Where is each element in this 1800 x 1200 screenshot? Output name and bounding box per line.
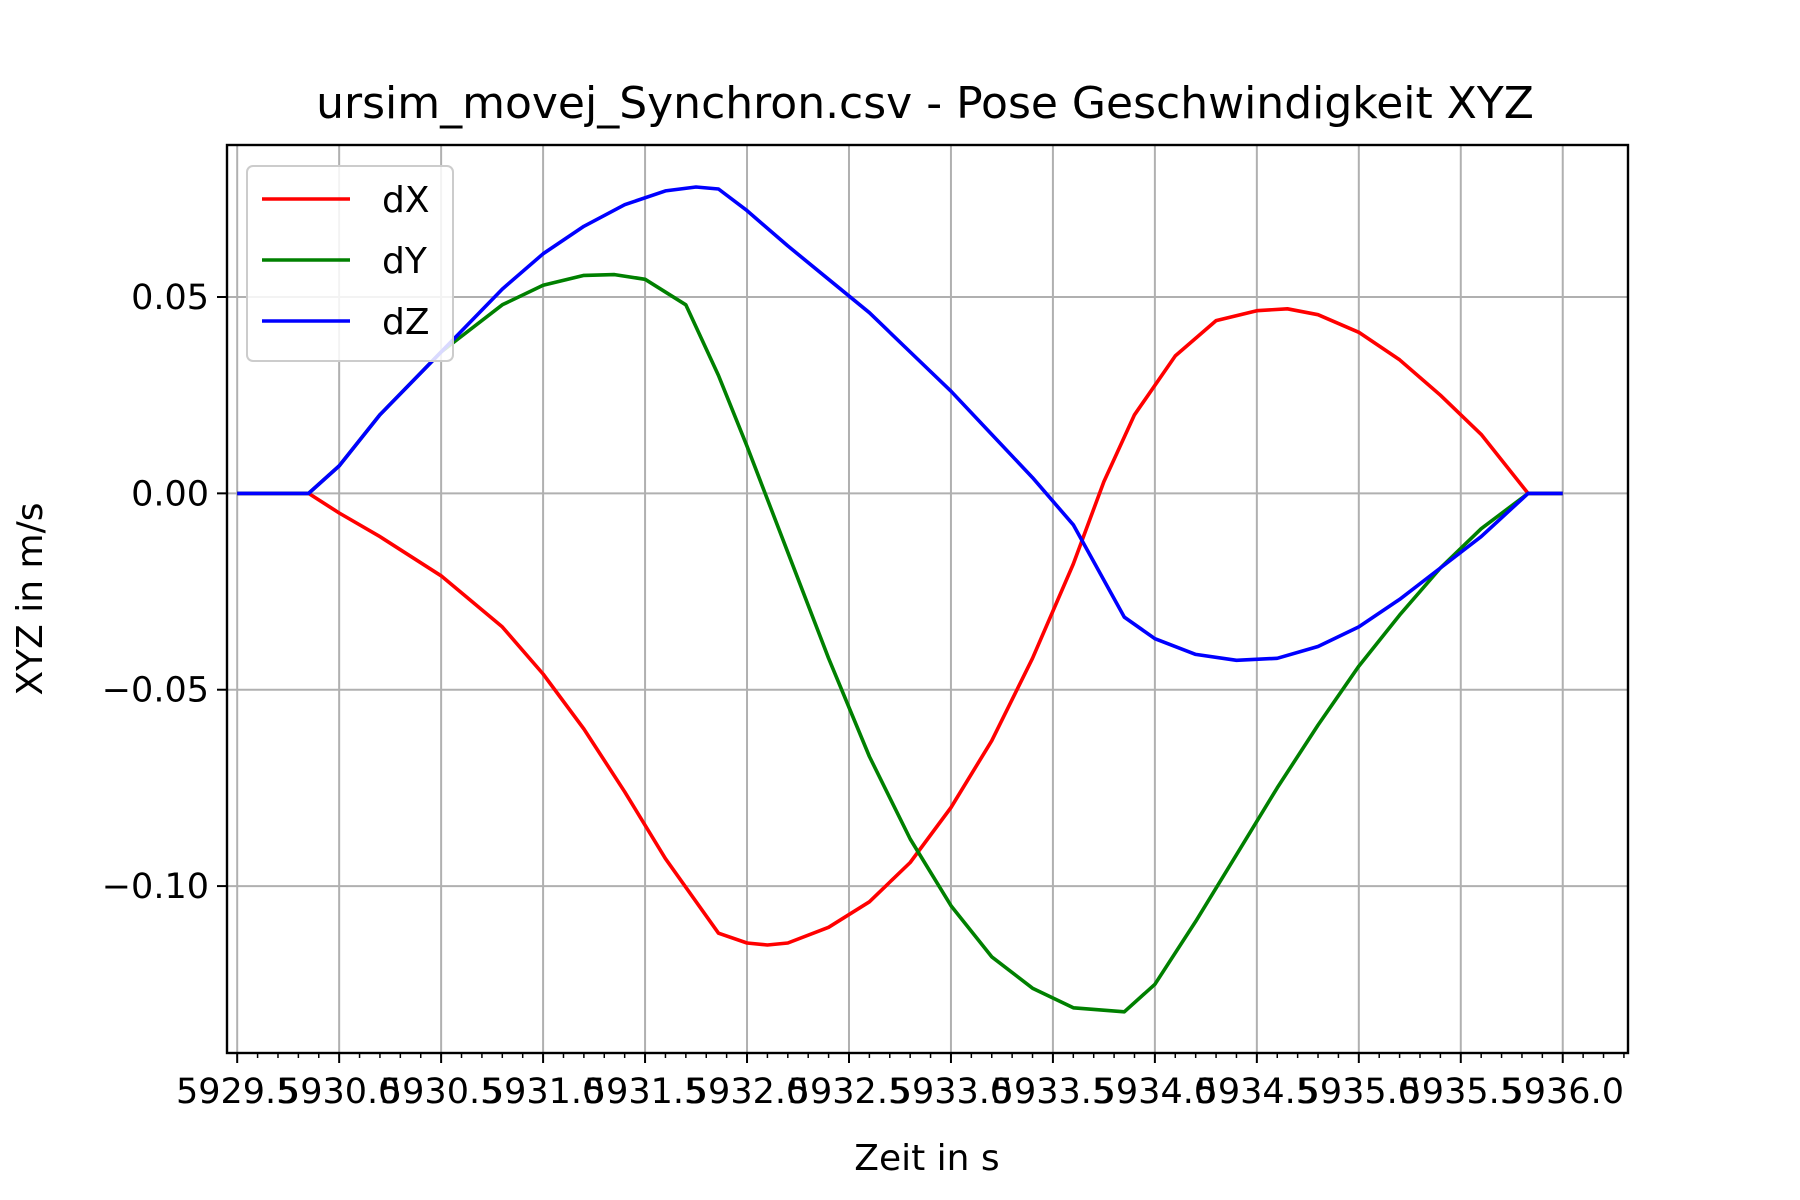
x-tick-label: 5935.0 — [1298, 1072, 1420, 1112]
x-tick-label: 5930.5 — [380, 1072, 502, 1112]
x-tick-label: 5933.5 — [992, 1072, 1114, 1112]
y-tick-label: 0.00 — [131, 474, 209, 514]
legend-label-dx: dX — [382, 180, 430, 221]
x-axis-label: Zeit in s — [854, 1138, 999, 1179]
x-tick-label: 5935.5 — [1400, 1072, 1522, 1112]
x-tick-label: 5934.0 — [1094, 1072, 1216, 1112]
x-tick-label: 5934.5 — [1196, 1072, 1318, 1112]
legend-label-dz: dZ — [382, 302, 430, 343]
axis-ticks: 5929.55930.05930.55931.05931.55932.05932… — [102, 278, 1625, 1112]
x-tick-label: 5936.0 — [1502, 1072, 1624, 1112]
series-line-dx — [237, 307, 1563, 947]
x-tick-label: 5931.0 — [482, 1072, 604, 1112]
x-tick-label: 5932.5 — [788, 1072, 910, 1112]
series-line-dy — [237, 272, 1563, 1014]
series-line-dz — [237, 185, 1563, 663]
x-tick-label: 5931.5 — [584, 1072, 706, 1112]
x-tick-label: 5929.5 — [176, 1072, 298, 1112]
y-axis-label: XYZ in m/s — [10, 503, 51, 696]
legend-label-dy: dY — [382, 241, 428, 282]
x-tick-label: 5932.0 — [686, 1072, 808, 1112]
x-tick-label: 5930.0 — [278, 1072, 400, 1112]
legend-box — [246, 165, 454, 362]
series-lines — [237, 185, 1563, 1014]
legend: dX dY dZ — [246, 165, 454, 362]
chart-title: ursim_movej_Synchron.csv - Pose Geschwin… — [316, 78, 1534, 129]
y-tick-label: −0.10 — [102, 867, 209, 907]
y-tick-label: 0.05 — [131, 278, 209, 318]
plot-frame — [225, 143, 1630, 1055]
grid — [227, 145, 1628, 1053]
x-tick-label: 5933.0 — [890, 1072, 1012, 1112]
y-tick-label: −0.05 — [102, 671, 209, 711]
